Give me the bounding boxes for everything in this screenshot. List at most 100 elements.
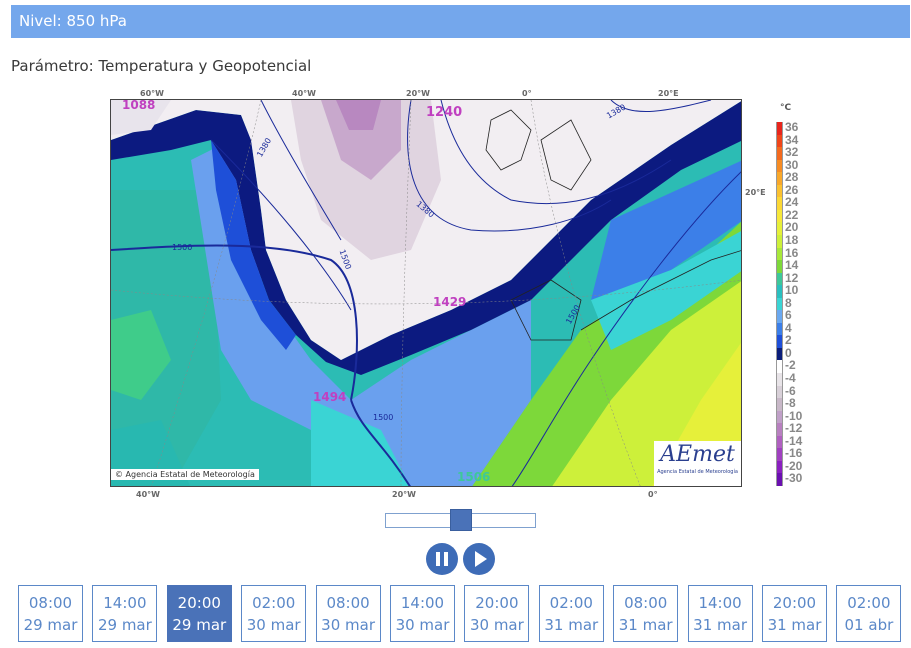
legend-swatch [776,209,783,223]
time-step-hour: 14:00 [698,594,742,612]
legend-label: 8 [785,295,792,310]
map-credit: © Agencia Estatal de Meteorología [111,469,259,480]
legend-swatch [776,310,783,324]
legend-swatch [776,159,783,173]
time-step-button[interactable]: 14:00 30 mar [390,585,455,642]
legend-label: 24 [785,195,799,210]
legend-label: 16 [785,245,799,260]
pause-button[interactable] [426,543,458,575]
legend-label: 10 [785,283,799,298]
legend-label: 14 [785,258,799,273]
aemet-logo: AEmet Agencia Estatal de Meteorología [654,441,741,486]
geopotential-value: 1506 [457,470,491,484]
legend-swatch [776,222,783,236]
play-button[interactable] [463,543,495,575]
time-step-button[interactable]: 20:00 29 mar [166,585,232,642]
lon-label: 20°W [392,490,416,499]
time-step-hour: 20:00 [177,594,221,612]
time-step-hour: 08:00 [624,594,668,612]
time-step-button[interactable]: 08:00 31 mar [613,585,679,642]
legend-label: 4 [785,320,792,335]
time-step-button[interactable]: 02:00 31 mar [538,585,604,642]
lon-label: 0° [648,490,658,499]
legend-label: -14 [785,433,803,448]
time-step-button[interactable]: 02:00 01 abr [836,585,902,642]
time-step-date: 31 mar [693,616,747,634]
legend-label: -16 [785,446,803,461]
time-step-button[interactable]: 14:00 29 mar [92,585,158,642]
legend-swatch [776,373,783,387]
geopotential-value: 1494 [313,390,347,404]
legend-swatch [776,398,783,412]
legend-label: -4 [785,371,796,385]
legend-swatch [776,260,783,274]
time-step-hour: 08:00 [28,594,73,612]
time-step-date: 31 mar [767,616,822,634]
legend-label: -8 [785,396,796,411]
legend-swatch [776,423,783,437]
time-step-date: 30 mar [395,616,450,634]
time-step-hour: 20:00 [475,594,519,612]
legend-label: -10 [785,408,803,423]
legend-label: 2 [785,333,792,348]
legend-label: 30 [785,157,799,172]
legend-label: -30 [785,471,803,486]
forecast-map [110,99,742,487]
legend-swatch [776,147,783,161]
time-step-hour: 14:00 [400,594,445,612]
time-step-date: 30 mar [246,616,301,634]
legend-label: 36 [785,120,799,134]
pause-icon [436,552,448,566]
time-step-date: 30 mar [321,616,375,634]
contour-label: 1500 [172,243,193,252]
legend-swatch [776,285,783,299]
lon-label: 20°W [406,89,430,98]
legend-swatch [776,322,783,336]
legend-swatch [776,197,783,211]
time-step-hour: 14:00 [103,594,147,612]
time-step-date: 29 mar [97,616,152,634]
legend-label: 32 [785,145,799,160]
level-header: Nivel: 850 hPa [11,5,910,38]
time-step-button[interactable]: 20:00 30 mar [464,585,530,642]
time-step-date: 30 mar [469,616,524,634]
geopotential-value: 1429 [433,295,467,309]
time-step-hour: 20:00 [772,594,817,612]
legend-label: 22 [785,207,799,222]
legend-swatch [776,448,783,462]
legend-label: 12 [785,270,799,285]
geopotential-value: 1240 [426,105,463,120]
lon-label: 40°W [292,89,316,98]
play-icon [475,551,487,567]
legend-swatch [776,184,783,198]
legend-label: -12 [785,421,803,436]
legend-swatch [776,410,783,424]
time-step-date: 31 mar [544,616,599,634]
contour-label: 1500 [373,413,394,422]
time-step-button[interactable]: 02:00 30 mar [241,585,307,642]
legend-swatch [776,435,783,449]
geopotential-value: 1088 [122,98,156,112]
time-step-button[interactable]: 14:00 31 mar [687,585,753,642]
legend-swatch [776,473,783,487]
time-step-date: 29 mar [23,616,78,634]
legend-swatch [776,272,783,286]
time-step-button[interactable]: 08:00 29 mar [18,585,83,642]
legend-swatch [776,460,783,474]
legend-swatch [776,172,783,186]
legend-label: 6 [785,308,792,323]
legend-label: 34 [785,132,799,147]
legend-unit: °C [780,103,792,113]
lon-label: 20°E [658,89,679,98]
legend-swatch [776,122,783,136]
time-step-date: 29 mar [172,616,227,634]
time-step-hour: 08:00 [326,594,370,612]
legend-label: 26 [785,182,799,197]
time-step-button[interactable]: 20:00 31 mar [762,585,827,642]
lat-label: 20°E [745,188,766,197]
time-step-button[interactable]: 08:00 30 mar [315,585,381,642]
legend-swatch [776,247,783,261]
legend-label: 28 [785,170,799,185]
time-slider-thumb[interactable] [450,509,472,531]
legend-swatch [776,335,783,349]
